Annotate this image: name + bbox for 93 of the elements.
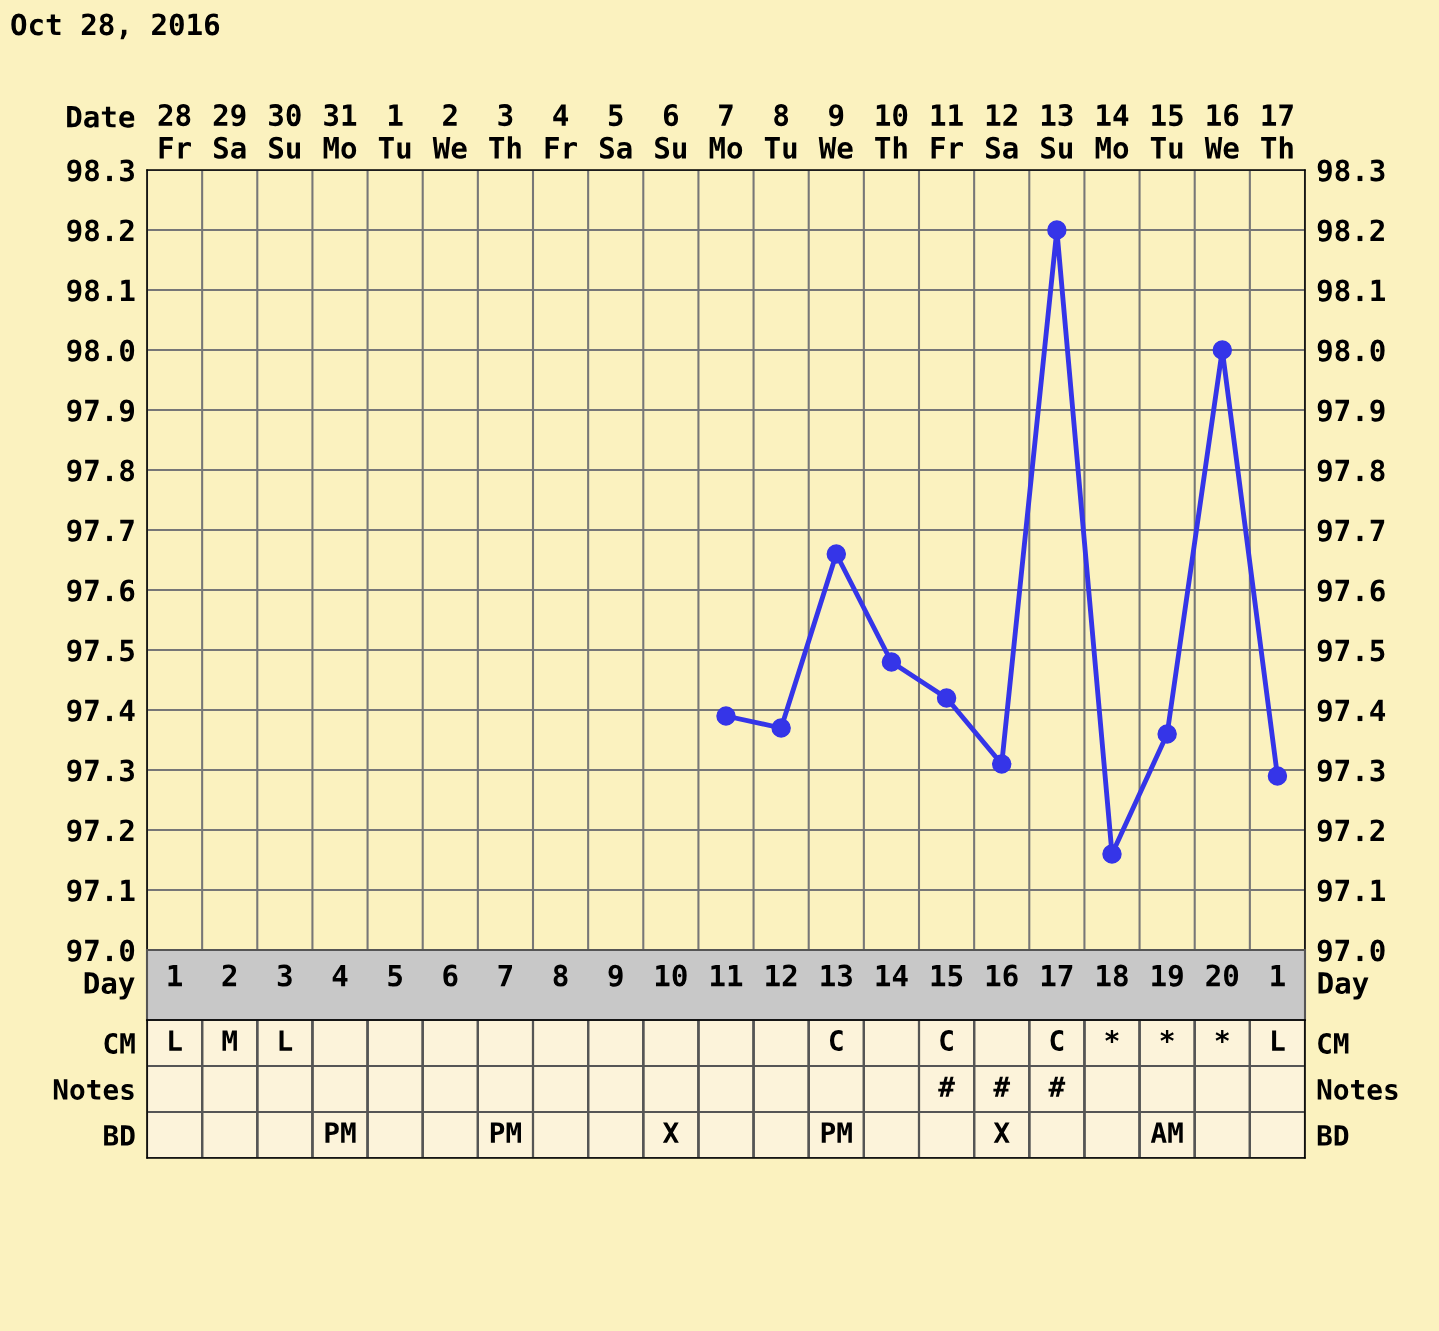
text: C bbox=[1050, 1030, 1064, 1052]
text: AM bbox=[1150, 1122, 1183, 1143]
x-tick-label: 16 We bbox=[1204, 104, 1239, 159]
text: PM bbox=[325, 1122, 356, 1143]
text: Day bbox=[1318, 972, 1369, 1000]
y-tick-label: 98.3 bbox=[67, 159, 134, 182]
x-tick-label: 10 Th bbox=[875, 104, 908, 159]
x-tick-label: 1 Tu bbox=[378, 104, 411, 159]
y-tick-label: 97.6 bbox=[67, 579, 135, 602]
y-tick-label: Notes bbox=[1317, 1079, 1398, 1100]
x-tick-label: 6 Su bbox=[655, 104, 686, 159]
x-tick-label: 7 bbox=[498, 964, 513, 987]
x-tick-label: 8 bbox=[553, 964, 568, 987]
y-tick-label: 97.5 bbox=[67, 639, 134, 662]
x-tick-label: 15 bbox=[931, 964, 963, 987]
point bbox=[1047, 220, 1067, 240]
chart-title: Oct 28, 2016 bbox=[11, 13, 220, 40]
y-tick-label: 97.4 bbox=[67, 699, 135, 722]
text: L bbox=[169, 1030, 182, 1051]
text: L bbox=[279, 1030, 293, 1051]
x-tick-label: 9 We bbox=[818, 104, 853, 159]
y-tick-label: 98.0 bbox=[67, 339, 135, 362]
x-tick-label: 11 bbox=[711, 964, 743, 987]
x-tick-label: 3 Th bbox=[489, 104, 521, 159]
x-tick-label: 29 Sa bbox=[213, 104, 246, 159]
y-tick-label: 98.2 bbox=[67, 219, 134, 242]
text: PM bbox=[490, 1122, 521, 1143]
y-tick-label: 97.1 bbox=[67, 879, 135, 902]
y-tick-label: 97.8 bbox=[67, 459, 135, 482]
point bbox=[771, 718, 791, 738]
text: C bbox=[829, 1030, 843, 1052]
x-tick-label: 4 bbox=[332, 964, 348, 987]
x-tick-label: 10 bbox=[655, 964, 687, 987]
point bbox=[936, 688, 957, 708]
x-tick-label: 14 bbox=[876, 964, 908, 987]
text: PM bbox=[821, 1122, 852, 1143]
y-tick-label: 97.7 bbox=[67, 519, 134, 542]
point bbox=[1157, 724, 1177, 744]
text: # bbox=[938, 1076, 955, 1097]
y-tick-label: 97.2 bbox=[67, 819, 134, 842]
x-tick-label: 12 Sa bbox=[985, 104, 1018, 159]
x-tick-label: 18 bbox=[1097, 964, 1128, 987]
x-tick-label: 5 bbox=[388, 964, 402, 987]
text: * bbox=[1215, 1030, 1229, 1043]
point bbox=[716, 706, 736, 726]
x-axis-title: Date bbox=[67, 106, 135, 128]
x-tick-label: 1 bbox=[168, 964, 182, 987]
x-tick-label: 1 bbox=[1271, 964, 1285, 987]
x-tick-label: 16 bbox=[986, 964, 1018, 987]
x-tick-label: 4 Fr bbox=[545, 104, 577, 159]
point bbox=[881, 652, 902, 672]
x-tick-label: 13 bbox=[821, 964, 852, 987]
x-tick-label: 17 bbox=[1041, 964, 1073, 987]
x-tick-label: 7 Mo bbox=[709, 104, 743, 159]
text: # bbox=[1048, 1076, 1066, 1097]
point bbox=[826, 544, 847, 564]
x-tick-label: 8 Tu bbox=[764, 104, 797, 159]
x-axis-title: Day bbox=[84, 972, 135, 1000]
text: # bbox=[993, 1076, 1011, 1097]
x-tick-label: 11 Fr bbox=[931, 104, 963, 159]
point bbox=[991, 754, 1012, 774]
text: L bbox=[1272, 1030, 1285, 1051]
x-tick-label: 9 bbox=[608, 964, 623, 987]
text: * bbox=[1105, 1030, 1119, 1043]
y-tick-label: 97.9 bbox=[67, 399, 135, 422]
x-tick-label: 2 We bbox=[432, 104, 467, 159]
point bbox=[1212, 340, 1233, 360]
text: X bbox=[993, 1122, 1010, 1143]
text: M bbox=[222, 1030, 237, 1051]
x-tick-label: 3 bbox=[277, 964, 292, 987]
x-tick-label: 17 Th bbox=[1261, 104, 1293, 159]
x-tick-label: 20 bbox=[1206, 964, 1239, 987]
text: * bbox=[1160, 1030, 1174, 1043]
x-tick-label: 5 Sa bbox=[599, 104, 632, 159]
x-tick-label: 6 bbox=[443, 964, 458, 987]
x-tick-label: 15 Tu bbox=[1150, 104, 1183, 159]
x-tick-label: 28 Fr bbox=[158, 104, 191, 159]
y-tick-label: 97.0 bbox=[67, 939, 135, 962]
x-tick-label: 30 Su bbox=[269, 104, 301, 159]
y-tick-label: BD bbox=[1317, 1125, 1349, 1146]
y-tick-label: 98.1 bbox=[67, 279, 135, 302]
y-tick-label: CM bbox=[1318, 1032, 1349, 1054]
text: X bbox=[662, 1122, 679, 1143]
x-tick-label: 12 bbox=[766, 964, 797, 987]
x-tick-label: 31 Mo bbox=[323, 104, 357, 159]
text: C bbox=[940, 1030, 953, 1052]
x-tick-label: 2 bbox=[222, 964, 237, 987]
point bbox=[1102, 844, 1122, 864]
y-tick-label: 97.3 bbox=[67, 759, 134, 782]
x-tick-label: 14 Mo bbox=[1095, 104, 1129, 159]
x-tick-label: 13 Su bbox=[1041, 104, 1073, 159]
x-tick-label: 19 bbox=[1152, 964, 1183, 987]
point bbox=[1267, 766, 1288, 786]
